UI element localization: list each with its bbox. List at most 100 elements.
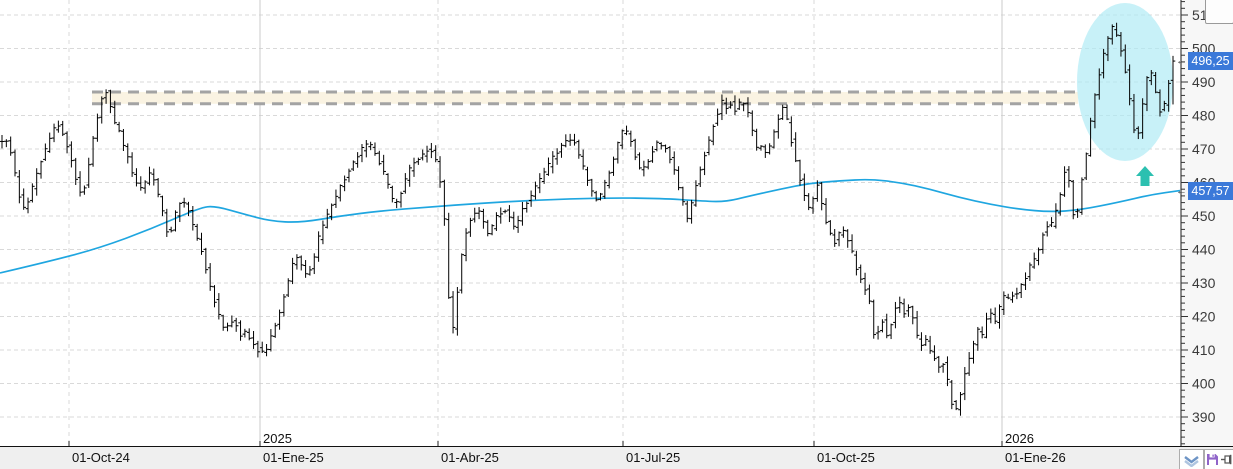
ohlc-bar xyxy=(398,191,404,208)
ohlc-bar xyxy=(862,272,868,296)
ohlc-bar xyxy=(264,343,269,357)
ohlc-bar xyxy=(1096,68,1102,100)
ohlc-bar xyxy=(147,166,152,186)
ohlc-bar xyxy=(472,207,478,223)
ohlc-bar xyxy=(298,255,304,271)
ohlc-bar xyxy=(1135,126,1141,140)
y-axis-label: 440 xyxy=(1192,242,1216,258)
ohlc-bar xyxy=(437,156,443,188)
ohlc-bar xyxy=(815,180,820,202)
ohlc-bar xyxy=(411,157,417,177)
ohlc-bar xyxy=(229,315,235,328)
ohlc-bar xyxy=(832,228,838,247)
ohlc-bar xyxy=(116,121,122,133)
y-axis-label: 470 xyxy=(1192,141,1216,157)
ohlc-bar xyxy=(992,307,998,325)
ohlc-bar xyxy=(108,89,113,114)
ohlc-bar xyxy=(719,94,725,121)
ohlc-bar xyxy=(281,294,287,317)
ohlc-bar xyxy=(572,133,577,146)
ohlc-bar xyxy=(233,317,239,332)
ohlc-bar xyxy=(776,114,781,139)
ohlc-bar xyxy=(47,132,53,153)
ohlc-bar xyxy=(1153,71,1158,94)
y-axis-label: 430 xyxy=(1192,275,1216,291)
ohlc-bar xyxy=(381,154,386,175)
ohlc-bar xyxy=(1001,291,1007,316)
ohlc-bar xyxy=(689,199,694,224)
ohlc-bar xyxy=(333,189,339,208)
ohlc-bar xyxy=(1044,221,1050,237)
ohlc-bar xyxy=(914,310,920,339)
ohlc-bar xyxy=(134,168,139,187)
ohlc-bar xyxy=(910,305,916,325)
ohlc-bar xyxy=(823,198,829,225)
ohlc-bar xyxy=(971,340,976,364)
ohlc-bar xyxy=(754,128,759,151)
ohlc-bar xyxy=(888,323,894,340)
ohlc-bar xyxy=(420,149,425,161)
ohlc-bar xyxy=(1140,98,1145,139)
ohlc-bar xyxy=(481,208,486,229)
year-label: 2025 xyxy=(263,431,292,446)
ohlc-bar xyxy=(715,108,720,126)
ohlc-bar xyxy=(849,234,855,254)
ohlc-bar xyxy=(576,139,582,159)
ohlc-bar xyxy=(906,304,911,317)
ohlc-bar xyxy=(1070,180,1076,220)
ohlc-bar xyxy=(1109,24,1115,45)
ohlc-bar xyxy=(602,179,608,199)
ohlc-bar xyxy=(580,149,586,170)
ohlc-bar xyxy=(780,104,785,120)
ohlc-bar xyxy=(121,129,126,152)
ohlc-bar xyxy=(1122,44,1128,74)
y-axis-label: 400 xyxy=(1192,376,1216,392)
ohlc-bar xyxy=(129,152,135,177)
ohlc-bar xyxy=(424,145,430,163)
y-axis-label: 490 xyxy=(1192,74,1216,90)
ma-value-pointer-icon: ← xyxy=(1176,184,1187,197)
auto-scale-button[interactable] xyxy=(1179,449,1204,469)
ohlc-bar xyxy=(606,170,612,189)
ohlc-bar xyxy=(836,231,842,247)
last-price-pointer-icon: ← xyxy=(1176,55,1187,68)
save-layout-button[interactable] xyxy=(1204,449,1233,469)
ohlc-bar xyxy=(684,200,690,223)
ohlc-bar xyxy=(1057,192,1063,216)
ohlc-bar xyxy=(641,160,647,177)
ohlc-bar xyxy=(502,209,508,214)
ohlc-bar xyxy=(407,164,412,187)
ohlc-bar xyxy=(90,135,96,167)
ohlc-bar xyxy=(598,192,603,201)
ohlc-bar xyxy=(966,352,972,376)
ohlc-bar xyxy=(303,260,308,278)
ohlc-bar xyxy=(272,322,278,338)
ohlc-bar xyxy=(416,157,421,165)
ohlc-bar xyxy=(316,231,321,262)
ohlc-bar xyxy=(645,159,651,170)
ohlc-bar xyxy=(125,143,131,164)
ohlc-bar xyxy=(181,197,187,208)
ohlc-bar xyxy=(225,322,230,332)
ohlc-bar xyxy=(593,190,599,202)
ohlc-bar xyxy=(567,133,573,146)
ohlc-bar xyxy=(936,355,942,373)
ohlc-bar xyxy=(784,104,790,121)
ohlc-bar xyxy=(559,142,564,158)
ohlc-bar xyxy=(949,379,955,410)
collapsed-panel-box[interactable] xyxy=(1205,0,1233,24)
ohlc-bar xyxy=(585,166,590,186)
ohlc-bar xyxy=(975,326,981,351)
ohlc-bar xyxy=(342,175,347,192)
ohlc-bar xyxy=(697,166,703,188)
ohlc-bar xyxy=(1075,208,1080,218)
ohlc-bar xyxy=(251,330,256,349)
ohlc-bar xyxy=(4,139,9,148)
resistance-band-fill xyxy=(92,92,1078,104)
ohlc-bar xyxy=(1083,152,1089,181)
ohlc-bar xyxy=(476,207,482,220)
ohlc-bar xyxy=(255,340,261,358)
ohlc-bar xyxy=(615,141,621,164)
ohlc-bar xyxy=(867,284,872,305)
